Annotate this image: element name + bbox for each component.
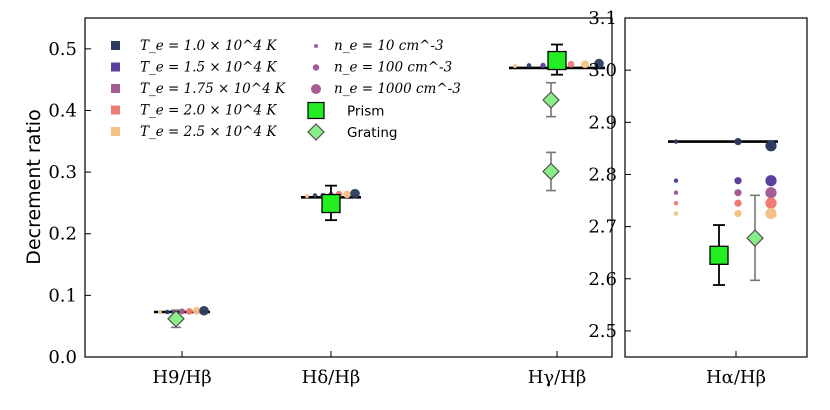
legend-temp-label: T_e = 1.0 × 10^4 K (140, 38, 277, 54)
right-x-categories: Hα/Hβ (706, 351, 766, 388)
model-point (673, 211, 679, 216)
left-y-ticks: 0.0 0.1 0.2 0.3 0.4 0.5 (48, 39, 91, 368)
model-point (765, 175, 777, 187)
model-point (734, 189, 742, 197)
grating-marker (542, 91, 560, 109)
model-point (734, 177, 742, 185)
model-point (734, 199, 742, 207)
model-point (734, 138, 742, 146)
model-point (765, 140, 777, 152)
legend-temp-swatch (111, 41, 120, 50)
left-plot-frame (84, 17, 613, 358)
model-point (581, 60, 589, 69)
model-point (179, 308, 185, 315)
legend-density-marker (312, 64, 320, 71)
legend-prism-marker (307, 101, 325, 120)
prism-marker (709, 245, 729, 265)
model-point (594, 58, 604, 69)
legend-density-label: n_e = 100 cm^-3 (334, 60, 452, 76)
model-point (673, 200, 679, 206)
y-axis-label: Decrement ratio (23, 109, 45, 264)
left-marks (154, 43, 605, 329)
model-point (567, 60, 575, 68)
legend-grating-label: Grating (347, 125, 397, 141)
grating-marker (167, 309, 185, 328)
model-point (513, 64, 517, 69)
model-point (158, 310, 162, 315)
model-point (350, 188, 360, 199)
y-tick-label: 3.0 (588, 60, 617, 81)
right-panel: 2.5 2.6 2.7 2.8 2.9 3.0 3.1 Hα/Hβ (588, 8, 808, 388)
left-x-categories: H9/Hβ Hδ/Hβ Hγ/Hβ (152, 351, 586, 388)
y-tick-label: 2.5 (588, 321, 617, 342)
x-category-label: H9/Hβ (152, 367, 211, 388)
legend-temp-label: T_e = 2.0 × 10^4 K (140, 103, 277, 119)
model-point (673, 139, 679, 144)
grating-marker (542, 162, 560, 181)
right-plot-frame (624, 17, 808, 358)
model-point (526, 63, 532, 68)
model-point (734, 209, 742, 218)
model-point (765, 207, 777, 220)
model-point (312, 193, 318, 198)
model-point (673, 178, 679, 183)
x-category-label: Hδ/Hβ (302, 367, 361, 388)
y-tick-label: 2.6 (588, 269, 617, 290)
y-tick-label: 0.0 (48, 347, 77, 368)
x-category-label: Hγ/Hβ (528, 367, 587, 388)
legend-temp-swatch (111, 84, 120, 93)
legend-density-label: n_e = 1000 cm^-3 (334, 81, 461, 97)
y-tick-label: 2.9 (588, 112, 617, 133)
grating-marker (746, 229, 764, 247)
model-point (540, 62, 546, 69)
model-point (199, 305, 209, 316)
legend: T_e = 1.0 × 10^4 K T_e = 1.5 × 10^4 K T_e … (111, 38, 461, 141)
model-point (165, 309, 170, 315)
legend-temp-swatch (111, 127, 120, 136)
model-point (343, 190, 351, 199)
legend-prism-label: Prism (347, 104, 384, 120)
legend-temp-label: T_e = 1.5 × 10^4 K (140, 60, 277, 76)
legend-temp-swatch (111, 62, 120, 72)
model-point (305, 194, 309, 199)
legend-grating-marker (307, 123, 325, 141)
right-marks (668, 138, 778, 286)
y-tick-label: 0.2 (48, 224, 77, 245)
y-tick-label: 3.1 (588, 8, 617, 29)
right-y-ticks: 2.5 2.6 2.7 2.8 2.9 3.0 3.1 (588, 8, 631, 342)
prism-marker (321, 193, 341, 214)
legend-density-marker (311, 84, 321, 94)
x-category-label: Hα/Hβ (706, 367, 766, 388)
legend-density-marker (314, 44, 318, 48)
model-point (673, 190, 679, 195)
model-point (765, 187, 777, 199)
y-tick-label: 2.7 (588, 217, 617, 238)
legend-temp-label: T_e = 1.75 × 10^4 K (140, 81, 286, 97)
y-tick-label: 0.3 (48, 162, 77, 183)
model-point (185, 307, 193, 315)
model-point (765, 197, 777, 209)
y-tick-label: 2.8 (588, 164, 617, 185)
legend-temp-swatch (111, 105, 120, 115)
model-point (192, 306, 201, 315)
legend-density-label: n_e = 10 cm^-3 (334, 38, 444, 54)
prism-marker (547, 50, 567, 71)
y-tick-label: 0.4 (48, 100, 77, 121)
y-tick-label: 0.1 (48, 285, 77, 306)
left-panel: Decrement ratio 0.0 0.1 0.2 0.3 0.4 0.5 H9/Hβ… (23, 17, 613, 388)
legend-temp-label: T_e = 2.5 × 10^4 K (140, 124, 277, 140)
y-tick-label: 0.5 (48, 39, 77, 60)
